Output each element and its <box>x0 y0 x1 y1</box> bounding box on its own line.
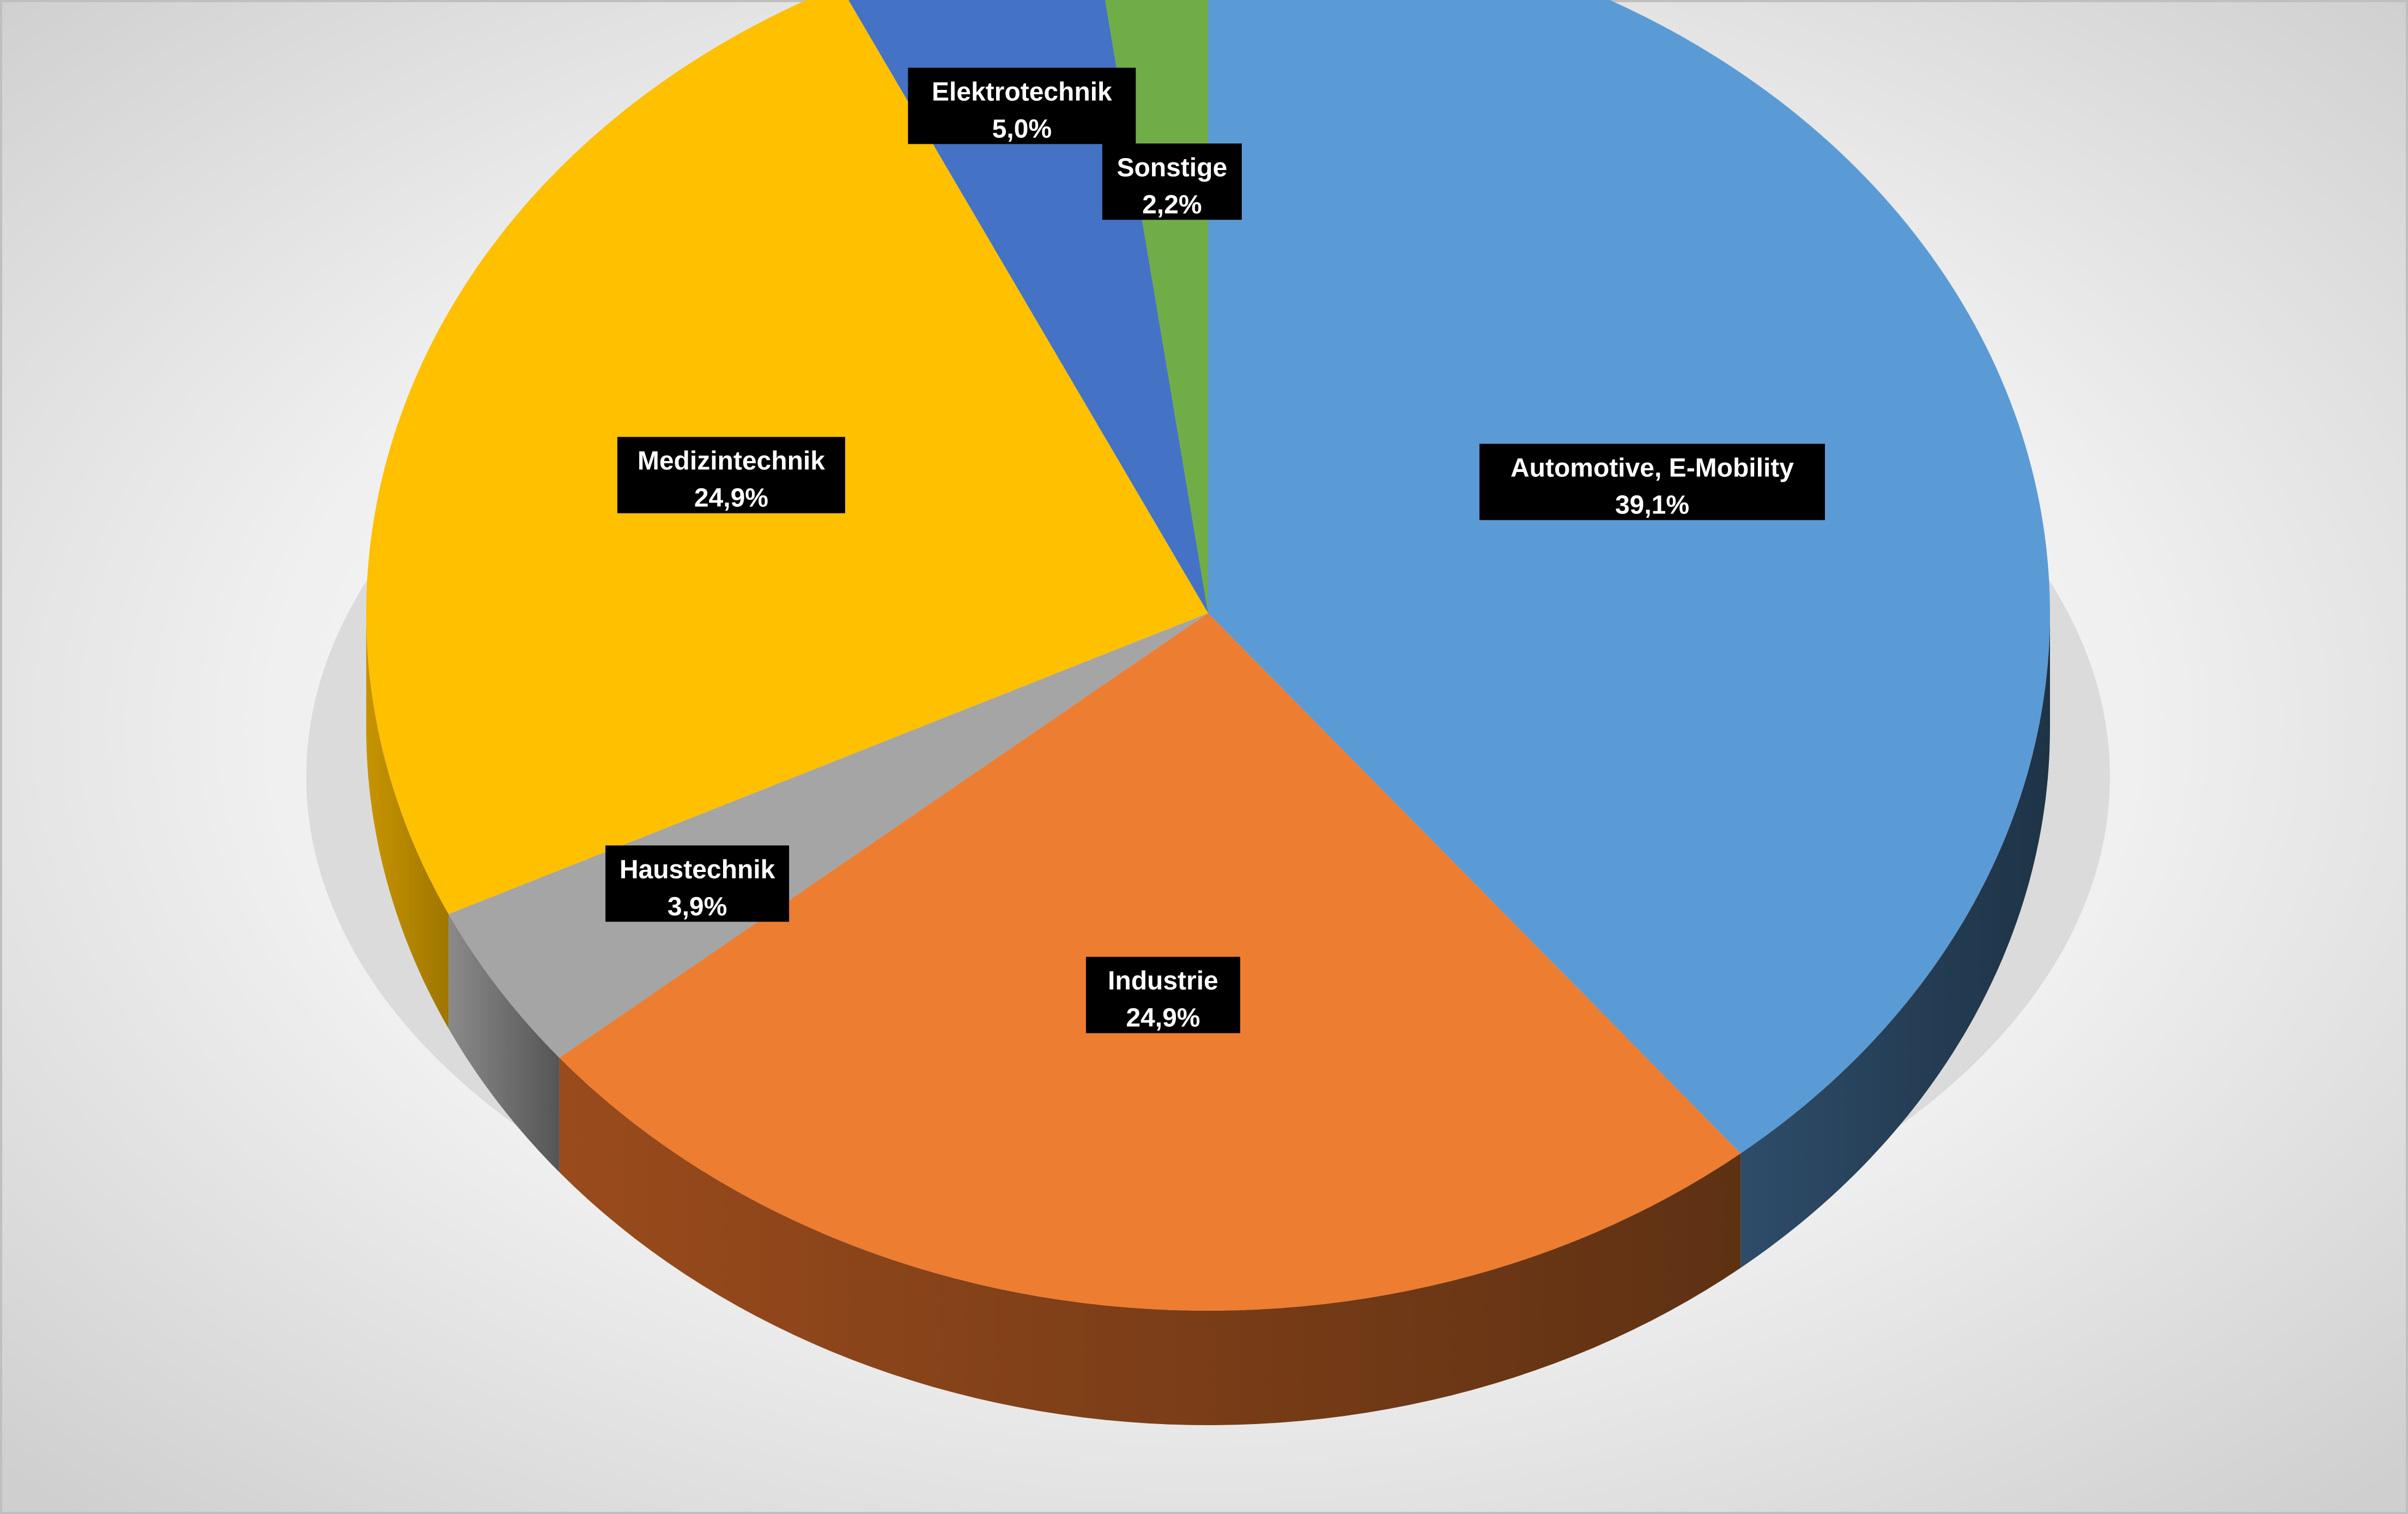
data-label-value: 3,9% <box>668 892 727 921</box>
data-label-value: 5,0% <box>992 114 1052 143</box>
data-label-industrie: Industrie 24,9% <box>1085 956 1240 1033</box>
data-label-box <box>617 437 845 513</box>
data-label-value: 39,1% <box>1615 490 1689 519</box>
data-label-category: Haustechnik <box>620 855 775 884</box>
pie-side-haustechnik <box>448 914 560 1172</box>
data-label-sonstige: Sonstige 2,2% <box>1102 143 1242 220</box>
pie-slice-automotive-e-mobility[interactable] <box>1208 0 2050 1154</box>
pie-side-medizintechnik <box>366 613 449 1029</box>
data-label-box <box>908 68 1136 144</box>
data-label-value: 24,9% <box>1126 1004 1200 1033</box>
data-label-box <box>1479 444 1825 520</box>
data-label-automotive-e-mobility: Automotive, E-Mobility 39,1% <box>1479 444 1825 520</box>
data-label-category: Automotive, E-Mobility <box>1511 453 1794 482</box>
data-label-box <box>1085 956 1240 1033</box>
data-label-haustechnik: Haustechnik 3,9% <box>605 845 790 922</box>
data-label-box <box>605 845 790 922</box>
pie-side-automotive-e-mobility <box>1740 613 2050 1268</box>
data-label-value: 24,9% <box>694 484 768 513</box>
pie-side-layer <box>366 613 2050 1425</box>
data-label-elektrotechnik: Elektrotechnik 5,0% <box>908 68 1136 144</box>
data-label-value: 2,2% <box>1142 190 1202 219</box>
pie-slice-haustechnik[interactable] <box>448 613 1209 1058</box>
data-label-category: Industrie <box>1108 967 1218 996</box>
data-label-category: Sonstige <box>1117 153 1227 182</box>
pie-label-layer: Automotive, E-Mobility 39,1% Industrie 24,9… <box>605 68 1825 1033</box>
data-label-box <box>1102 143 1242 220</box>
data-label-category: Elektrotechnik <box>932 77 1112 106</box>
data-label-category: Medizintechnik <box>638 447 825 476</box>
data-label-medizintechnik: Medizintechnik 24,9% <box>617 437 845 513</box>
pie-side-industrie <box>559 1057 1741 1425</box>
